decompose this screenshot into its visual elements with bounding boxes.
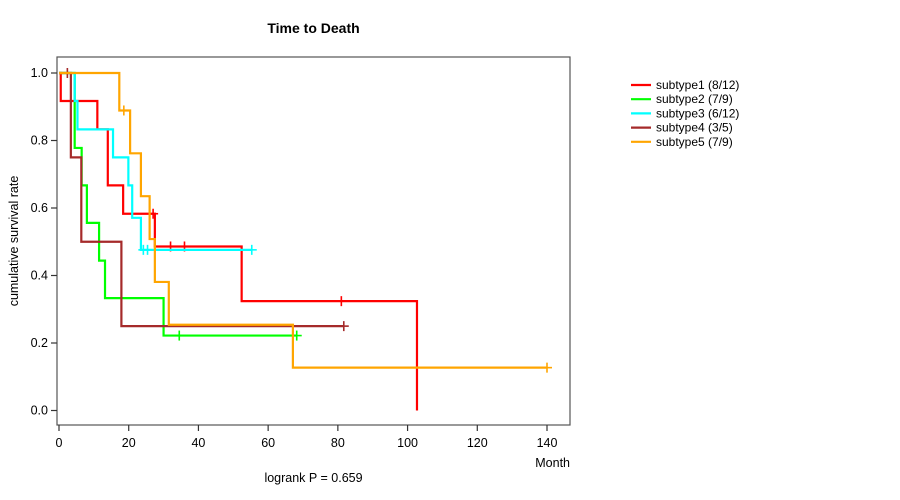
- y-tick-label: 1.0: [31, 66, 48, 80]
- y-tick-label: 0.2: [31, 336, 48, 350]
- x-tick-label: 40: [191, 436, 205, 450]
- x-tick-label: 100: [397, 436, 418, 450]
- km-curve-subtype3: [59, 71, 252, 251]
- plot-frame: [56, 56, 571, 426]
- y-tick-label: 0.4: [31, 269, 48, 283]
- km-curve-subtype4: [59, 71, 344, 328]
- x-axis-title: Month: [535, 456, 570, 470]
- y-tick-label: 0.0: [31, 404, 48, 418]
- x-tick-label: 0: [56, 436, 63, 450]
- km-curve-subtype5: [59, 71, 547, 369]
- x-tick-label: 20: [122, 436, 136, 450]
- legend-label-subtype2: subtype2 (7/9): [656, 92, 733, 106]
- y-tick-label: 0.8: [31, 134, 48, 148]
- km-curve-subtype2: [59, 71, 297, 337]
- logrank-p-value: logrank P = 0.659: [264, 471, 363, 485]
- legend-label-subtype3: subtype3 (6/12): [656, 106, 739, 120]
- x-tick-label: 80: [331, 436, 345, 450]
- legend-label-subtype4: subtype4 (3/5): [656, 121, 733, 135]
- x-tick-label: 140: [537, 436, 558, 450]
- y-tick-label: 0.6: [31, 201, 48, 215]
- km-curve-subtype1: [59, 71, 419, 411]
- legend-label-subtype5: subtype5 (7/9): [656, 135, 733, 149]
- chart-title: Time to Death: [267, 20, 360, 36]
- x-tick-label: 120: [467, 436, 488, 450]
- legend-label-subtype1: subtype1 (8/12): [656, 78, 739, 92]
- x-tick-label: 60: [261, 436, 275, 450]
